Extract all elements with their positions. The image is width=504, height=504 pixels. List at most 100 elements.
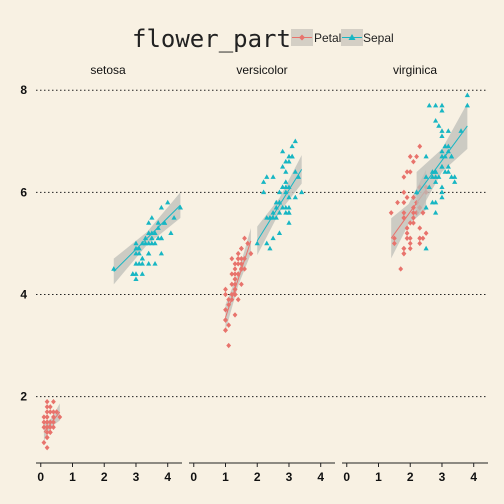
legend-title: flower_part: [132, 25, 291, 53]
data-point-petal: [411, 210, 416, 216]
data-point-petal: [401, 215, 407, 221]
panel-versicolor: [223, 138, 305, 349]
data-point-sepal: [433, 174, 439, 179]
data-point-sepal: [433, 102, 439, 108]
data-point-sepal: [260, 179, 267, 184]
data-point-sepal: [158, 235, 164, 241]
data-point-sepal: [423, 174, 429, 179]
data-point-petal: [44, 419, 50, 425]
data-point-sepal: [283, 169, 289, 174]
data-point-petal: [57, 414, 63, 420]
x-tick-label: 3: [286, 470, 293, 484]
data-point-petal: [232, 266, 238, 272]
x-tick-label: 1: [222, 470, 229, 484]
data-point-sepal: [139, 255, 145, 261]
x-tick-label: 4: [470, 470, 477, 484]
data-point-petal: [423, 230, 429, 236]
panel-setosa: [41, 192, 184, 451]
data-point-petal: [229, 271, 235, 277]
data-point-petal: [232, 276, 238, 282]
data-point-sepal: [267, 245, 273, 251]
x-tick-label: 2: [407, 470, 414, 484]
data-point-petal: [401, 174, 407, 180]
data-point-petal: [242, 256, 247, 262]
data-point-sepal: [130, 271, 136, 276]
data-point-petal: [232, 281, 238, 287]
data-point-sepal: [445, 164, 451, 169]
data-point-sepal: [289, 153, 295, 159]
data-point-sepal: [136, 250, 142, 256]
data-point-petal: [238, 261, 244, 267]
x-axis-versicolor: 0 1 2 3 4: [189, 462, 335, 484]
data-point-petal: [44, 424, 50, 430]
data-point-sepal: [133, 276, 139, 281]
data-point-petal: [417, 143, 423, 150]
data-point-sepal: [299, 189, 305, 195]
x-axis-setosa: 0 1 2 3 4: [36, 462, 182, 484]
data-point-sepal: [439, 102, 445, 108]
x-tick-label: 0: [343, 470, 350, 484]
data-point-sepal: [286, 184, 292, 190]
data-point-petal: [41, 414, 47, 420]
x-axis-virginica: 0 1 2 3 4: [342, 462, 488, 484]
data-point-sepal: [445, 148, 451, 154]
x-tick-label: 3: [439, 470, 446, 484]
data-point-sepal: [152, 261, 158, 266]
data-point-sepal: [270, 209, 276, 215]
data-point-petal: [411, 194, 416, 201]
data-point-petal: [54, 409, 60, 415]
data-point-sepal: [286, 209, 292, 215]
data-point-petal: [44, 429, 50, 436]
data-point-petal: [407, 245, 413, 252]
data-point-sepal: [439, 184, 445, 190]
data-point-sepal: [413, 189, 420, 195]
data-point-sepal: [158, 204, 164, 210]
data-point-petal: [226, 342, 232, 349]
data-point-sepal: [439, 148, 445, 154]
data-point-petal: [407, 220, 413, 226]
data-point-petal: [238, 245, 244, 252]
strip-label-versicolor: versicolor: [236, 63, 287, 77]
data-point-sepal: [149, 235, 155, 241]
data-point-sepal: [149, 240, 155, 246]
data-point-petal: [404, 225, 410, 231]
data-point-petal: [226, 301, 232, 308]
data-point-sepal: [433, 169, 439, 174]
data-point-sepal: [152, 230, 158, 235]
data-point-sepal: [292, 138, 298, 144]
data-point-sepal: [433, 199, 439, 205]
y-tick-label: 6: [20, 185, 27, 199]
fit-line-sepal: [256, 169, 303, 242]
data-point-petal: [407, 153, 413, 160]
legend-key-sepal-marker: [348, 34, 356, 40]
data-point-sepal: [146, 230, 152, 235]
data-point-sepal: [276, 209, 283, 215]
data-point-petal: [411, 220, 416, 226]
legend-label-petal: Petal: [314, 31, 341, 45]
data-point-sepal: [442, 143, 448, 149]
panel-virginica: [388, 92, 470, 272]
data-point-sepal: [426, 184, 432, 190]
legend: flower_part Petal Sepal: [132, 25, 394, 53]
data-point-petal: [401, 210, 407, 216]
data-point-sepal: [264, 240, 270, 246]
legend-key-sepal: [341, 29, 363, 46]
legend-key-petal-marker: [299, 34, 305, 41]
x-tick-label: 1: [375, 470, 382, 484]
data-point-sepal: [133, 261, 139, 266]
data-point-petal: [404, 169, 410, 175]
data-point-sepal: [286, 194, 292, 200]
data-point-petal: [229, 256, 235, 262]
data-point-sepal: [155, 225, 161, 230]
data-point-sepal: [439, 194, 445, 200]
data-point-sepal: [439, 107, 445, 113]
y-axis-ticks: 2 4 6 8: [20, 83, 27, 403]
data-point-petal: [47, 419, 53, 425]
data-point-sepal: [111, 266, 117, 271]
data-point-sepal: [136, 245, 142, 251]
panels: [41, 92, 470, 451]
data-point-sepal: [276, 189, 283, 195]
data-point-sepal: [452, 179, 458, 184]
data-point-petal: [411, 159, 416, 165]
data-point-petal: [235, 250, 241, 257]
